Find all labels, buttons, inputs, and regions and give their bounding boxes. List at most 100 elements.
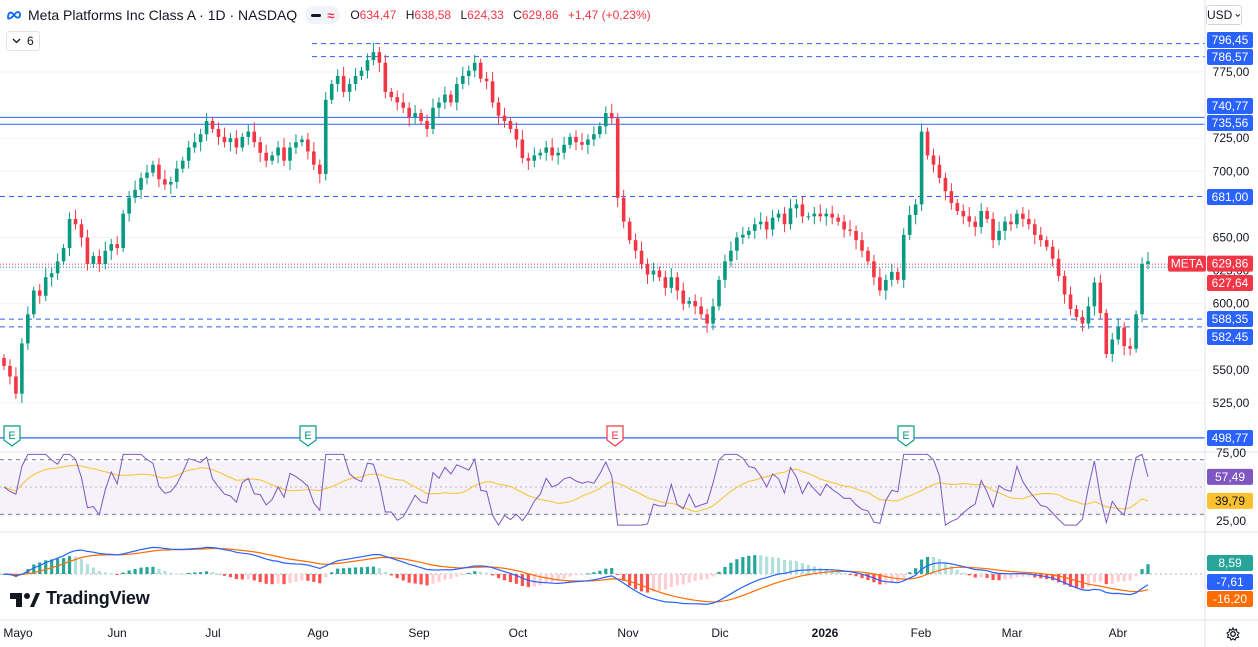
candle-body	[353, 75, 358, 84]
macd-histogram-bar	[1068, 574, 1073, 587]
candle-body	[37, 290, 42, 296]
price-tick-label: 650,00	[1213, 231, 1250, 245]
macd-histogram-bar	[1092, 574, 1096, 583]
macd-histogram-bar	[711, 574, 715, 577]
candle-body	[335, 75, 340, 84]
candle-body	[931, 155, 936, 165]
macd-histogram-bar	[723, 566, 727, 574]
macd-histogram-bar	[574, 574, 578, 576]
candle-body	[872, 261, 876, 278]
macd-histogram-bar	[330, 572, 334, 574]
tradingview-logo[interactable]: TradingView	[10, 588, 150, 609]
price-tick-label: 700,00	[1213, 164, 1250, 178]
level-value-label-bg	[1207, 189, 1253, 205]
axis-value-labels: 796,45 786,57 740,77 735,56 681,00 627,64 588,…	[1168, 32, 1253, 607]
candle-body	[460, 75, 465, 84]
price-tick-label: 775,00	[1213, 65, 1250, 79]
chevron-down-icon	[1235, 13, 1241, 17]
last-price-label: 629,86	[1212, 257, 1249, 271]
macd-histogram-bar	[562, 574, 566, 579]
macd-histogram-bar	[598, 570, 602, 574]
time-axis[interactable]: Mayo Jun Jul Ago Sep Oct Nov Dic 2026 Feb Mar Abr	[3, 626, 1127, 640]
macd-histogram-bar	[490, 574, 495, 576]
macd-histogram-bar	[759, 555, 763, 574]
macd-histogram-bar	[61, 558, 66, 574]
currency-button[interactable]: USD	[1206, 5, 1242, 25]
candle-body	[490, 81, 495, 103]
macd-histogram-bar	[79, 559, 84, 574]
macd-histogram-bar	[1086, 574, 1091, 587]
candle-body	[609, 113, 614, 119]
candle-body	[383, 62, 388, 92]
level-value-label-bg	[1207, 115, 1253, 131]
candle-body	[455, 83, 459, 103]
macd-histogram-bar	[848, 574, 852, 575]
macd-histogram-bar	[860, 574, 864, 579]
candle-body	[568, 136, 572, 145]
symbol-title[interactable]: Meta Platforms Inc Class A · 1D · NASDAQ	[28, 7, 298, 23]
candle-body	[860, 240, 864, 251]
macd-histogram-bar	[633, 574, 638, 590]
macd-histogram-bar	[1122, 574, 1126, 582]
level-value-label: 681,00	[1212, 190, 1249, 204]
candle-body	[603, 113, 608, 127]
macd-histogram-bar	[204, 571, 209, 574]
indicators-collapse-button[interactable]: 6	[6, 31, 40, 51]
macd-histogram-bar	[103, 572, 107, 574]
macd-histogram-bar	[407, 574, 411, 583]
macd-histogram-bar	[985, 574, 989, 578]
candle-body	[788, 208, 793, 225]
macd-histogram-bar	[520, 574, 524, 587]
macd-histogram-bar	[687, 574, 691, 583]
candle-body	[752, 224, 757, 231]
macd-histogram-bar	[365, 566, 370, 574]
candle-body	[478, 62, 483, 79]
candle-body	[764, 221, 769, 230]
gear-icon[interactable]	[1226, 627, 1240, 641]
candle-body	[127, 197, 131, 214]
market-status-pill[interactable]: ≈	[305, 6, 341, 24]
price-axis[interactable]: 525,00550,00600,00625,00650,00700,00725,…	[1213, 65, 1250, 528]
candle-body	[67, 218, 72, 249]
macd-histogram-bar	[890, 574, 894, 583]
candle-body	[1140, 263, 1144, 315]
macd-histogram-bar	[550, 574, 554, 583]
candle-body	[210, 120, 215, 129]
candle-body	[943, 177, 948, 192]
macd-signal-label: -16,20	[1213, 592, 1247, 606]
macd-histogram-bar	[1116, 574, 1120, 582]
macd-histogram-bar	[449, 574, 453, 579]
macd-histogram-bar	[884, 574, 888, 585]
candle-body	[520, 139, 525, 159]
macd-histogram-bar	[91, 567, 95, 574]
price-tick-label: 550,00	[1213, 363, 1250, 377]
macd-histogram-bar	[210, 572, 215, 574]
macd-histogram-bar	[461, 574, 465, 575]
macd-histogram-bar	[568, 574, 572, 577]
macd-histogram-bar	[133, 568, 137, 574]
level-value-label: 796,45	[1212, 33, 1249, 47]
candle-body	[186, 147, 191, 161]
macd-histogram-bar	[699, 574, 703, 580]
macd-histogram-bar	[425, 574, 429, 586]
macd-histogram-bar	[264, 574, 268, 584]
macd-histogram-bar	[919, 559, 924, 574]
macd-histogram-bar	[67, 556, 72, 574]
macd-histogram-bar	[747, 555, 751, 574]
candle-body	[592, 134, 596, 140]
macd-histogram-bar	[359, 567, 364, 574]
macd-histogram-bar	[842, 573, 846, 575]
macd-histogram-bar	[32, 564, 36, 574]
time-axis-label: Feb	[911, 626, 932, 640]
candle-body	[431, 107, 435, 129]
candle-body	[174, 168, 179, 182]
candle-body	[49, 273, 54, 278]
macd-histogram-bar	[538, 574, 542, 586]
rsi-tick-label: 25,00	[1216, 514, 1246, 528]
candle-body	[895, 271, 900, 280]
macd-histogram-bar	[50, 559, 54, 574]
time-axis-label: Mayo	[3, 626, 33, 640]
candle-body	[532, 155, 537, 161]
macd-histogram-bar	[252, 574, 256, 581]
